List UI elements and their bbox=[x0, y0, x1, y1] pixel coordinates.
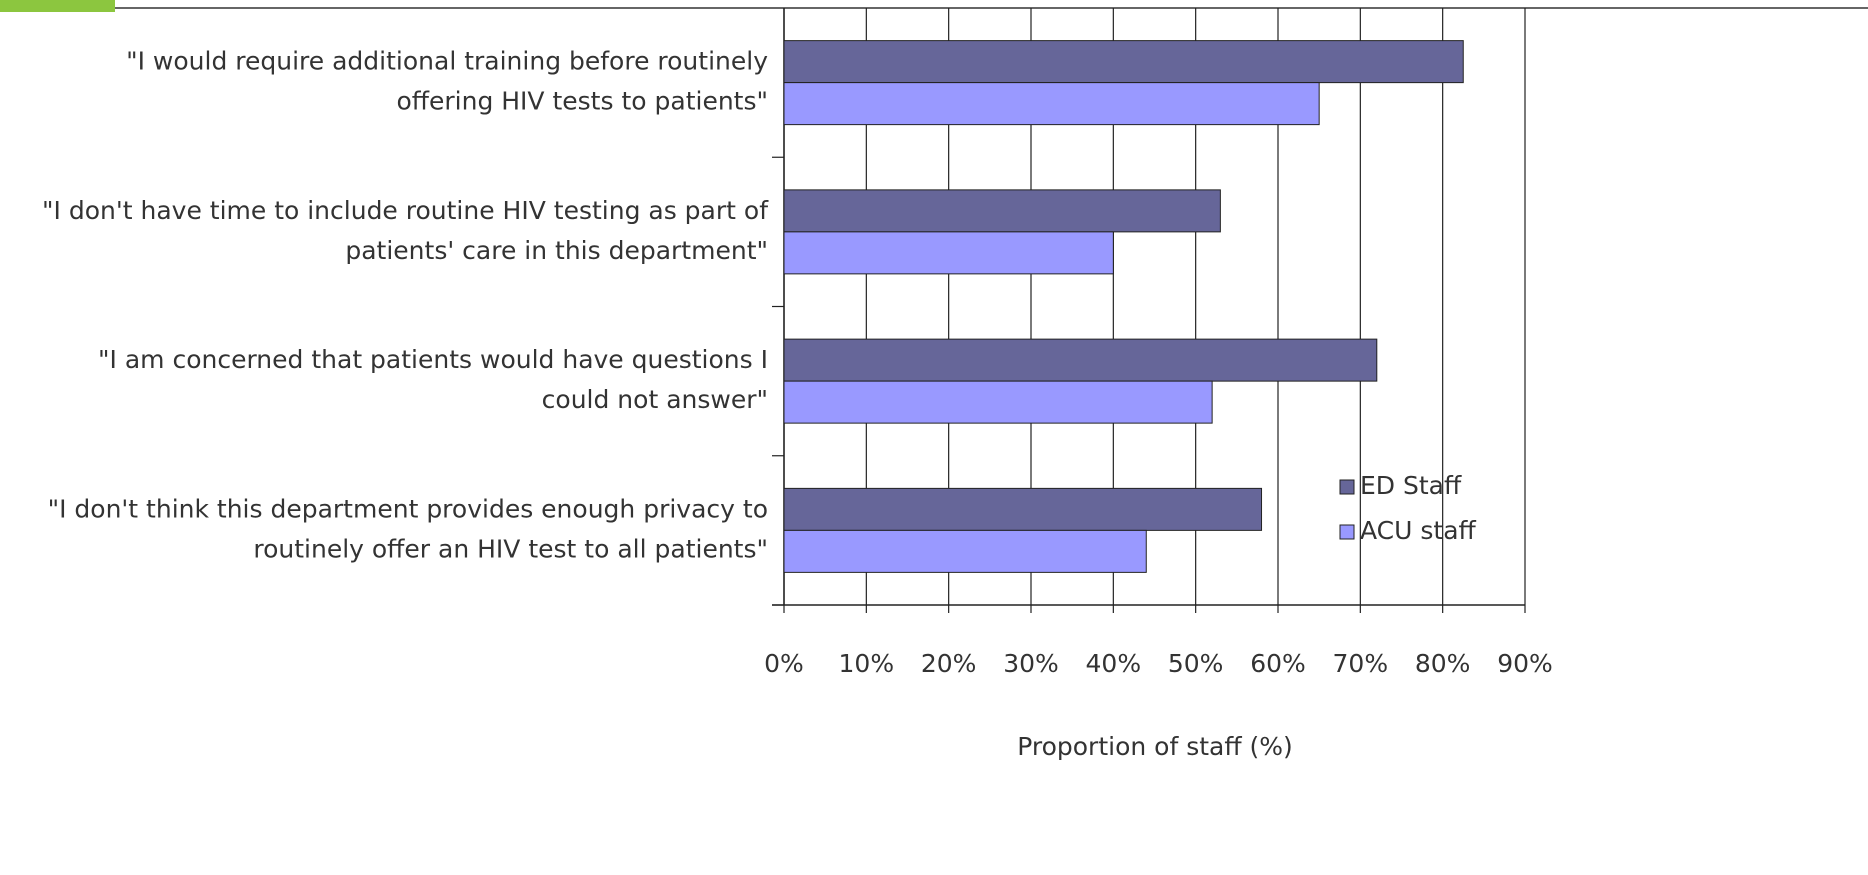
y-tick-label: offering HIV tests to patients" bbox=[396, 87, 768, 116]
x-tick-label: 70% bbox=[1333, 649, 1389, 678]
legend-swatch bbox=[1339, 479, 1355, 495]
y-tick-label: "I would require additional training bef… bbox=[126, 47, 768, 76]
x-tick-label: 60% bbox=[1250, 649, 1306, 678]
bar bbox=[783, 380, 1213, 424]
corner-accent bbox=[0, 0, 115, 12]
x-tick-label: 10% bbox=[839, 649, 895, 678]
y-tick-label: "I don't think this department provides … bbox=[48, 494, 768, 523]
bar bbox=[783, 40, 1464, 84]
x-tick-label: 40% bbox=[1086, 649, 1142, 678]
bar bbox=[783, 231, 1114, 275]
bar bbox=[783, 82, 1320, 126]
legend-label: ED Staff bbox=[1360, 471, 1462, 500]
x-tick-label: 0% bbox=[764, 649, 804, 678]
bar bbox=[783, 338, 1378, 382]
bar bbox=[783, 487, 1263, 531]
y-tick-label: patients' care in this department" bbox=[345, 236, 768, 265]
y-tick-label: could not answer" bbox=[542, 385, 768, 414]
y-tick-label: "I am concerned that patients would have… bbox=[98, 345, 768, 374]
bar bbox=[783, 529, 1147, 573]
bar bbox=[783, 189, 1221, 233]
x-tick-label: 20% bbox=[921, 649, 977, 678]
y-tick-label: routinely offer an HIV test to all patie… bbox=[253, 534, 768, 563]
x-axis-label: Proportion of staff (%) bbox=[1017, 732, 1293, 761]
x-tick-label: 30% bbox=[1003, 649, 1059, 678]
y-tick-label: "I don't have time to include routine HI… bbox=[42, 196, 769, 225]
x-tick-label: 80% bbox=[1415, 649, 1471, 678]
legend-swatch bbox=[1339, 524, 1355, 540]
x-tick-label: 50% bbox=[1168, 649, 1224, 678]
legend-label: ACU staff bbox=[1360, 516, 1477, 545]
x-tick-label: 90% bbox=[1497, 649, 1553, 678]
